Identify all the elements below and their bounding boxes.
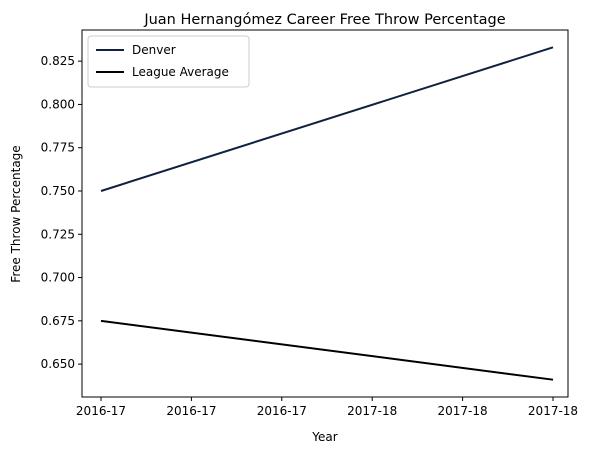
x-tick-label: 2017-18	[438, 404, 488, 418]
y-tick-label: 0.700	[41, 271, 75, 285]
y-tick-label: 0.800	[41, 97, 75, 111]
y-tick-label: 0.750	[41, 184, 75, 198]
legend-label: Denver	[132, 43, 176, 57]
y-tick-label: 0.775	[41, 141, 75, 155]
y-axis-title: Free Throw Percentage	[9, 145, 23, 282]
y-tick-label: 0.675	[41, 314, 75, 328]
legend-box	[87, 35, 250, 88]
legend-label: League Average	[132, 65, 229, 79]
plot-frame	[81, 29, 569, 398]
x-tick-label: 2017-18	[528, 404, 578, 418]
y-tick-label: 0.825	[41, 54, 75, 68]
series-line-league-average	[100, 319, 554, 381]
chart-title: Juan Hernangómez Career Free Throw Perce…	[143, 12, 505, 28]
y-tick-label: 0.725	[41, 227, 75, 241]
x-tick-label: 2016-17	[76, 404, 126, 418]
y-tick-label: 0.650	[41, 357, 75, 371]
x-axis-title: Year	[311, 430, 337, 444]
series-line-denver	[100, 46, 554, 192]
x-tick-label: 2016-17	[166, 404, 216, 418]
x-tick-label: 2017-18	[347, 404, 397, 418]
legend: Denver League Average	[87, 35, 250, 88]
x-tick-label: 2016-17	[257, 404, 307, 418]
